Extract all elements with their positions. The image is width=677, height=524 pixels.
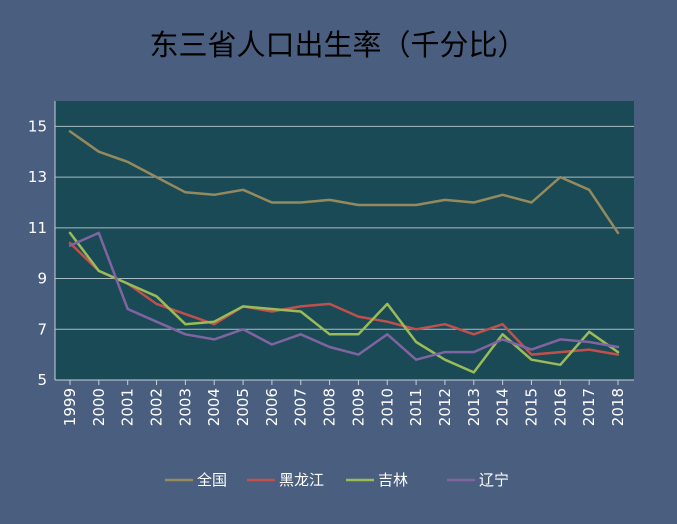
x-tick-label: 2010: [378, 388, 396, 426]
y-tick-label: 7: [37, 320, 47, 338]
series-line-全国: [68, 130, 620, 235]
series-line-辽宁: [68, 231, 620, 361]
x-tick-label: 2007: [292, 388, 310, 426]
x-tick-label: 2017: [580, 388, 598, 426]
series-lines: [68, 130, 620, 374]
series-line-黑龙江: [68, 241, 620, 356]
series-line-吉林: [68, 231, 620, 374]
legend-label: 黑龙江: [279, 471, 324, 489]
x-tick-label: 2005: [234, 388, 252, 426]
plot-area: [55, 101, 634, 380]
y-tick-label: 11: [28, 219, 47, 237]
x-tick-label: 2001: [119, 388, 137, 426]
x-tick-label: 2006: [263, 388, 281, 426]
x-tick-label: 2002: [148, 388, 166, 426]
x-tick-label: 2011: [407, 388, 425, 426]
x-tick-label: 1999: [61, 388, 79, 426]
legend-label: 辽宁: [479, 471, 509, 489]
x-tick-label: 2014: [494, 388, 512, 426]
legend-label: 全国: [197, 471, 227, 489]
x-tick-label: 2009: [349, 388, 367, 426]
x-tick-label: 2003: [176, 388, 194, 426]
x-tick-label: 2016: [551, 388, 569, 426]
x-tick-label: 2008: [321, 388, 339, 426]
y-tick-label: 5: [37, 371, 47, 389]
y-tick-label: 15: [28, 117, 47, 135]
x-tick-label: 2000: [90, 388, 108, 426]
y-tick-label: 9: [37, 270, 47, 288]
x-tick-label: 2015: [522, 388, 540, 426]
x-tick-label: 2013: [465, 388, 483, 426]
y-tick-label: 13: [28, 168, 47, 186]
gridlines: [55, 125, 634, 330]
axes: 5 7 9 11 13 15 1999 2000 2001 2002 2003 2004 2005 200…: [28, 101, 634, 426]
legend-label: 吉林: [378, 471, 408, 489]
x-tick-label: 2018: [609, 388, 627, 426]
x-tick-label: 2012: [436, 388, 454, 426]
x-tick-label: 2004: [205, 388, 223, 426]
legend: 全国 黑龙江 吉林 辽宁: [165, 471, 509, 489]
chart-title: 东三省人口出生率（千分比）: [149, 28, 526, 62]
